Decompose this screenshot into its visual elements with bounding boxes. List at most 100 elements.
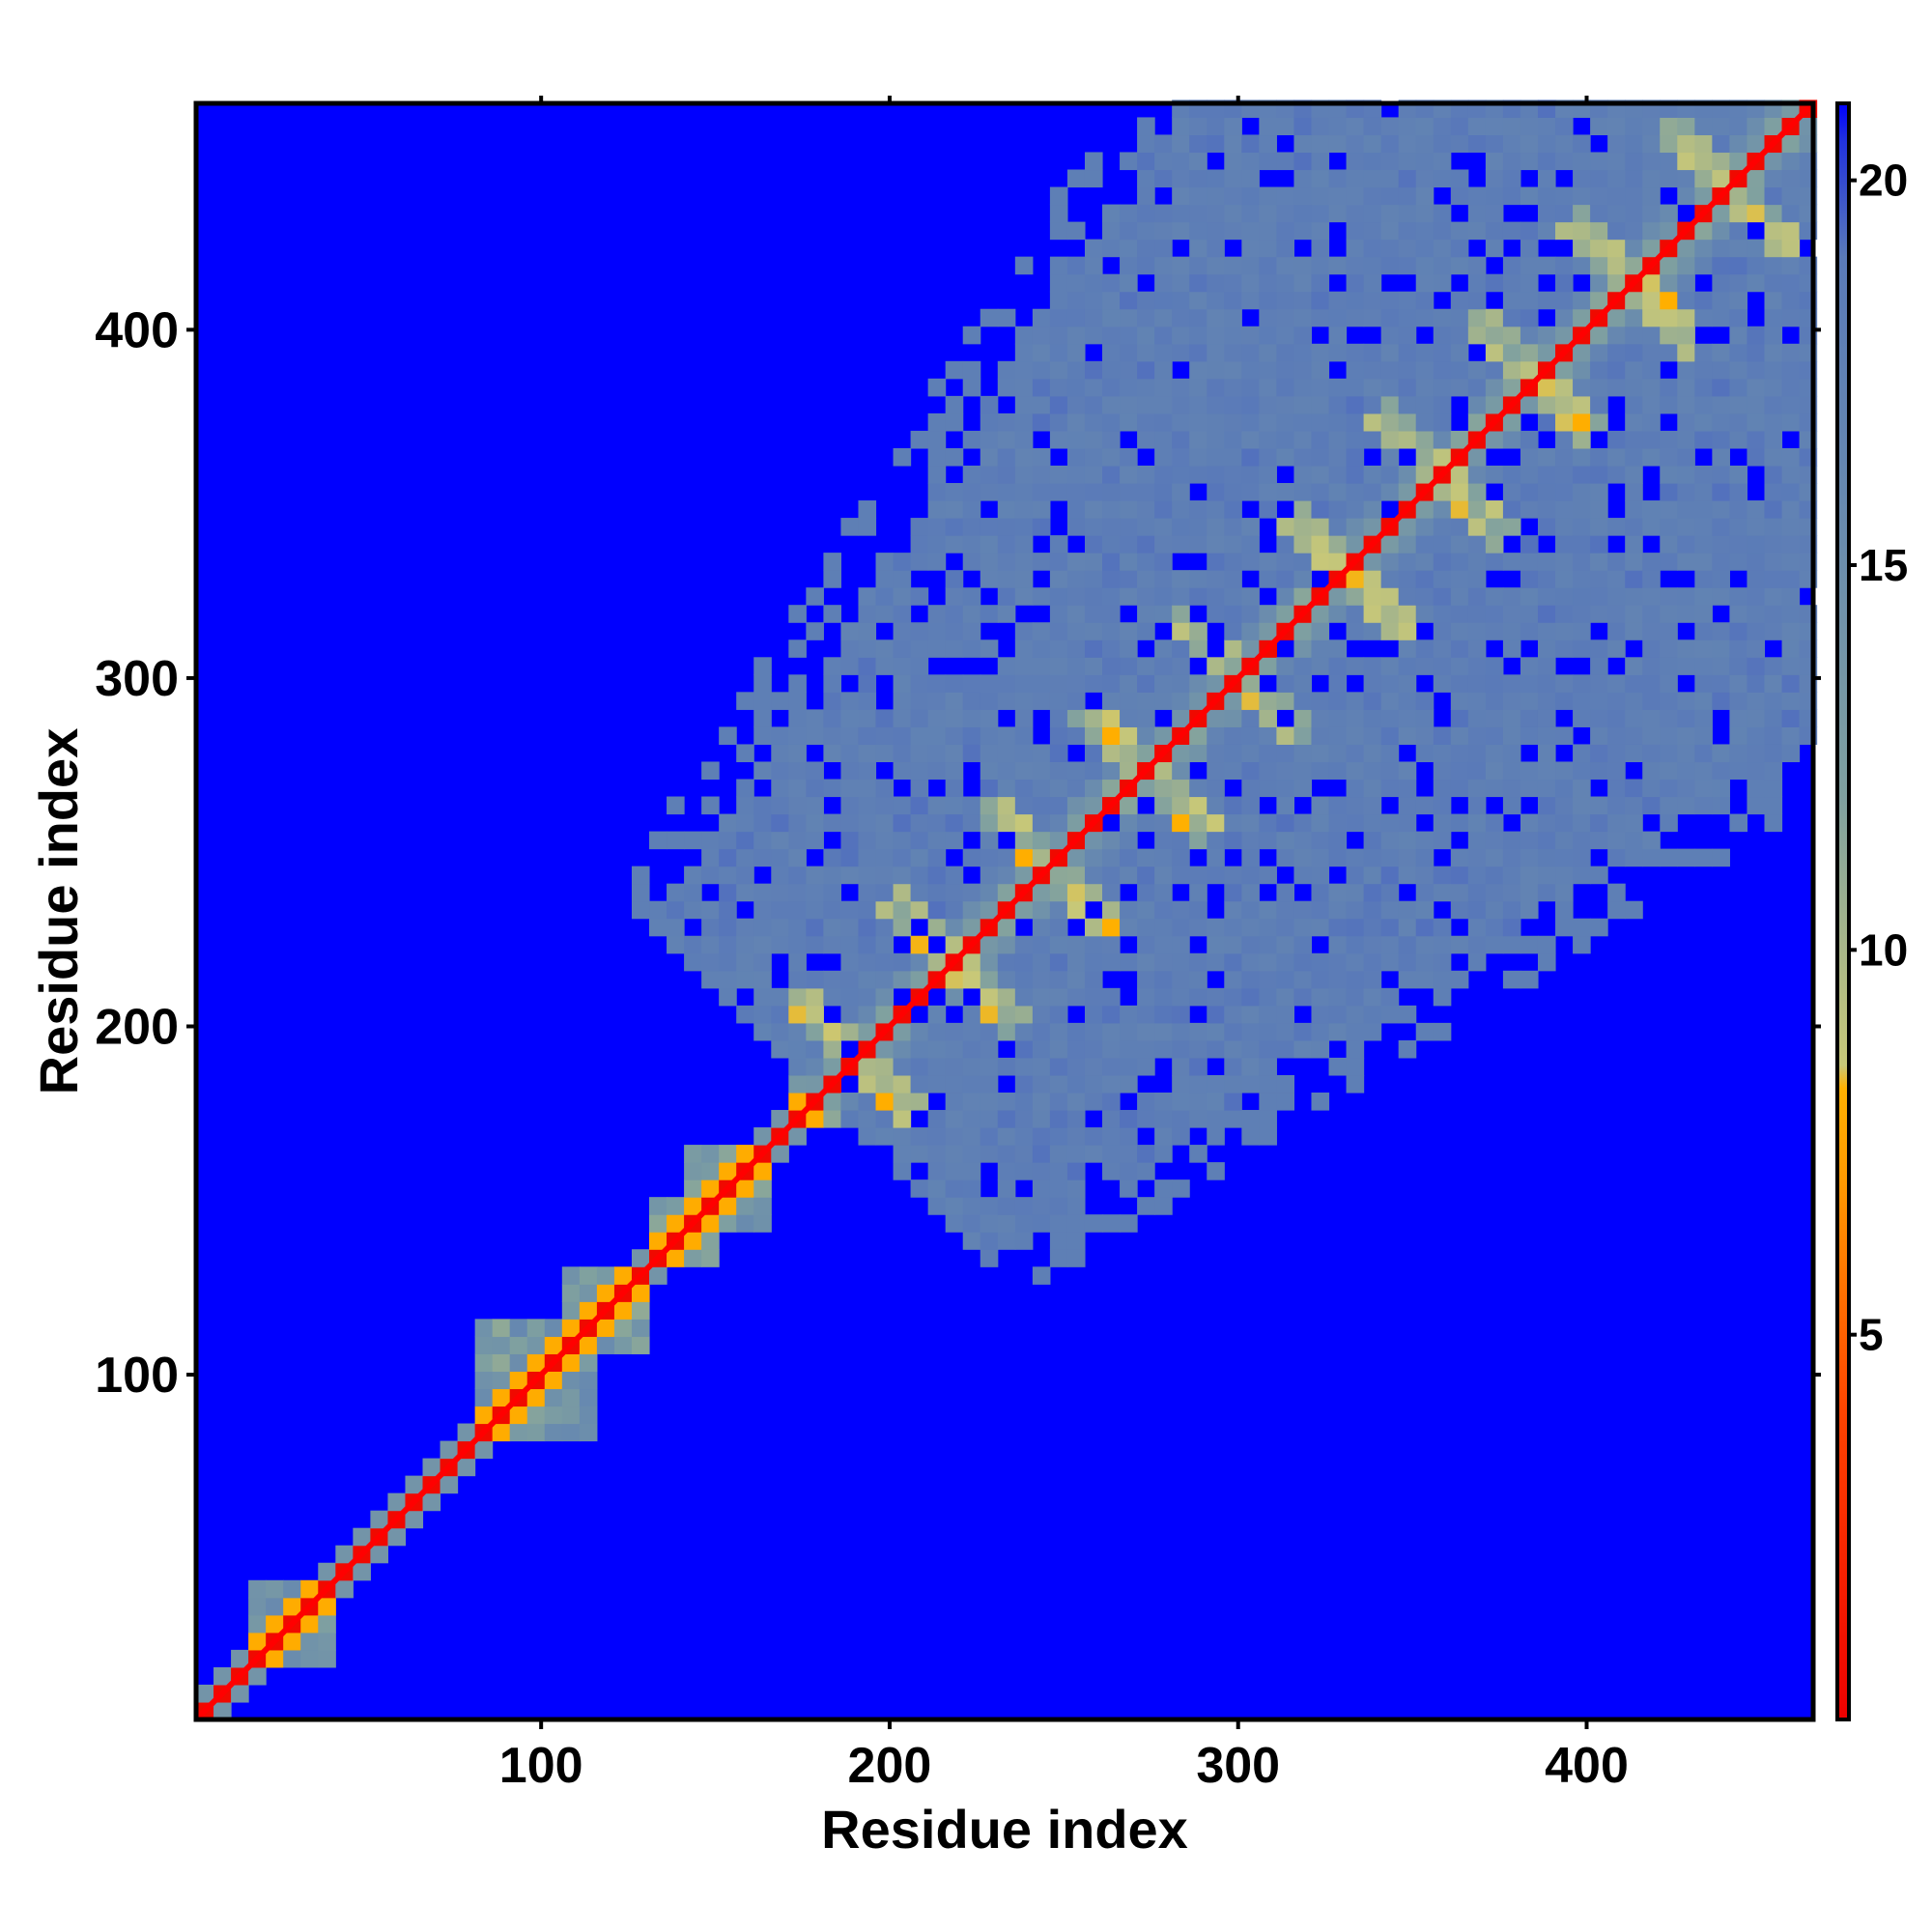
heatmap-cell <box>1189 1022 1208 1041</box>
heatmap-cell <box>1590 169 1608 188</box>
heatmap-cell <box>806 866 824 885</box>
heatmap-cell <box>1573 553 1591 571</box>
heatmap-cell <box>1607 169 1626 188</box>
heatmap-cell <box>910 622 929 640</box>
heatmap-cell <box>1293 483 1313 501</box>
heatmap-cell <box>318 1649 336 1668</box>
heatmap-cell <box>1293 430 1313 449</box>
heatmap-cell <box>561 1388 581 1407</box>
heatmap-cell <box>1625 134 1643 154</box>
heatmap-cell <box>1747 395 1766 414</box>
heatmap-cell <box>1467 134 1487 154</box>
heatmap-cell <box>1084 291 1103 310</box>
heatmap-cell <box>1590 273 1608 293</box>
heatmap-cell <box>1328 883 1348 902</box>
heatmap-cell <box>1398 152 1417 171</box>
heatmap-cell <box>1764 779 1783 798</box>
heatmap-cell <box>1346 239 1365 258</box>
heatmap-cell <box>1189 1039 1208 1059</box>
heatmap-cell <box>1241 605 1260 623</box>
heatmap-cell <box>893 1022 912 1041</box>
heatmap-cell <box>1120 692 1138 710</box>
heatmap-cell <box>1084 918 1103 937</box>
heatmap-cell <box>1224 221 1242 241</box>
heatmap-cell <box>1311 134 1330 154</box>
heatmap-cell <box>1224 326 1242 345</box>
heatmap-cell <box>893 657 912 675</box>
heatmap-cell <box>1694 117 1713 136</box>
heatmap-cell <box>1189 395 1208 414</box>
heatmap-cell <box>1747 412 1766 432</box>
heatmap-cell <box>1520 343 1539 362</box>
heatmap-cell <box>1049 796 1068 815</box>
heatmap-cell <box>1642 221 1661 241</box>
heatmap-cell <box>631 1336 650 1354</box>
heatmap-cell <box>1415 169 1435 188</box>
heatmap-cell <box>823 744 841 763</box>
heatmap-cell <box>1642 796 1661 815</box>
heatmap-cell <box>893 970 912 989</box>
heatmap-cell <box>1520 848 1539 867</box>
heatmap-cell <box>1328 935 1348 954</box>
heatmap-cell <box>1573 239 1591 258</box>
heatmap-cell <box>1607 761 1626 781</box>
heatmap-cell <box>1590 605 1608 623</box>
heatmap-cell <box>1555 813 1574 833</box>
heatmap-cell <box>997 918 1016 937</box>
heatmap-cell <box>753 1214 772 1233</box>
heatmap-cell <box>927 866 947 885</box>
heatmap-cell <box>1398 761 1417 781</box>
heatmap-cell <box>1346 291 1365 310</box>
heatmap-cell <box>771 883 789 902</box>
heatmap-cell <box>1014 1074 1034 1094</box>
heatmap-cell <box>1032 692 1051 710</box>
heatmap-cell <box>962 674 981 693</box>
heatmap-cell <box>1276 1074 1295 1094</box>
heatmap-cell <box>1032 1197 1051 1215</box>
heatmap-cell <box>962 813 981 833</box>
heatmap-cell <box>1084 535 1103 554</box>
heatmap-cell <box>1660 326 1678 345</box>
heatmap-cell <box>1729 726 1748 745</box>
heatmap-cell <box>1172 535 1190 554</box>
heatmap-cell <box>1066 587 1086 606</box>
heatmap-cell <box>1450 308 1469 327</box>
heatmap-cell <box>1066 848 1086 867</box>
heatmap-cell <box>736 1197 754 1215</box>
heatmap-cell <box>1642 692 1661 710</box>
heatmap-cell <box>1607 518 1626 536</box>
heatmap-cell <box>1729 256 1748 275</box>
heatmap-cell <box>1398 639 1417 658</box>
heatmap-cell <box>1450 779 1469 798</box>
heatmap-cell <box>1207 866 1225 885</box>
heatmap-cell <box>1311 1022 1330 1041</box>
heatmap-cell <box>753 935 772 954</box>
heatmap-cell <box>1032 500 1051 519</box>
heatmap-cell <box>1677 447 1695 467</box>
heatmap-cell <box>1642 134 1661 154</box>
heatmap-cell <box>1259 483 1277 501</box>
heatmap-cell <box>1625 117 1643 136</box>
heatmap-cell <box>719 952 737 972</box>
heatmap-cell <box>1224 343 1242 362</box>
heatmap-cell <box>1467 622 1487 640</box>
heatmap-cell <box>927 709 947 727</box>
heatmap-cell <box>1485 221 1504 241</box>
heatmap-cell <box>945 535 964 554</box>
heatmap-cell <box>753 726 772 745</box>
heatmap-cell <box>1712 447 1730 467</box>
heatmap-cell <box>1677 848 1695 867</box>
heatmap-cell <box>1102 483 1121 501</box>
heatmap-cell <box>1485 117 1504 136</box>
heatmap-cell <box>1328 343 1348 362</box>
heatmap-cell <box>579 1336 598 1354</box>
heatmap-cell <box>1102 535 1121 554</box>
heatmap-cell <box>1607 726 1626 745</box>
x-tick-label: 400 <box>1545 1738 1629 1794</box>
heatmap-cell <box>875 570 895 588</box>
heatmap-cell <box>1537 134 1556 154</box>
heatmap-cell <box>1032 657 1051 675</box>
heatmap-cell <box>1573 744 1591 763</box>
heatmap-cell <box>1573 500 1591 519</box>
heatmap-cell <box>1032 987 1051 1007</box>
